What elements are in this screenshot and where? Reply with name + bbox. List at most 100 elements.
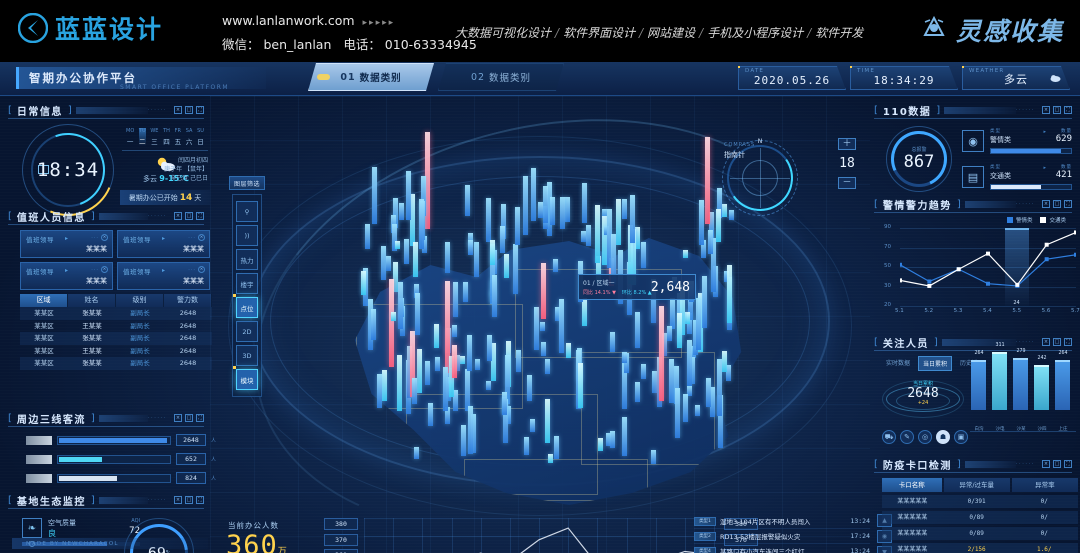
focus-bar[interactable]: 279 沙某 (1013, 348, 1028, 432)
checkpoint-table: 卡口名称 异常/过车量 异常率 某某某某某 0/391 0/某某某某某 0/89 0/某某某… (882, 478, 1078, 553)
close-icon[interactable]: × (101, 266, 108, 273)
table-row[interactable]: 某某区 张某某 副局长 2648 (20, 357, 212, 370)
panel-minimize-icon[interactable]: × (1042, 338, 1050, 346)
map-view[interactable]: 图层筛选 ⚲)) 热力 楼宇 点位 2D 3D 模块 COMPASS 指南针 N ＋ 18 … (210, 96, 870, 553)
map-marker-icon[interactable]: ⚲ (236, 201, 258, 222)
map-2d-icon[interactable]: 2D (236, 321, 258, 342)
focus-bar[interactable]: 311 沙电 (992, 342, 1007, 432)
focus-tab[interactable]: 当日累积 (918, 356, 953, 371)
map-column (622, 416, 628, 457)
leader-card[interactable]: 值班领导 ▸ ··· × 某某某 (20, 230, 113, 258)
panel-expand-icon[interactable]: ⛶ (1064, 106, 1072, 114)
panel-expand-icon[interactable]: ⛶ (196, 106, 204, 114)
map-building-icon[interactable]: 楼宇 (236, 273, 258, 294)
panel-restore-icon[interactable]: □ (185, 414, 193, 422)
y-tick: 370 (724, 533, 758, 546)
table-row[interactable]: 某某某某某 0/391 0/ (882, 495, 1078, 508)
panel-restore-icon[interactable]: □ (1053, 106, 1061, 114)
staff-col-0[interactable]: 区域 (20, 294, 68, 307)
close-icon[interactable]: × (198, 234, 205, 241)
table-row[interactable]: 某某区 张某某 副局长 2648 (20, 332, 212, 345)
map-column (540, 263, 546, 319)
map-column (704, 137, 710, 225)
panel-minimize-icon[interactable]: × (1042, 106, 1050, 114)
table-row[interactable]: 某某区 张某某 副局长 2648 (20, 307, 212, 320)
panel-restore-icon[interactable]: □ (1053, 338, 1061, 346)
map-column (708, 212, 714, 239)
checkpoint-col-1[interactable]: 异常/过车量 (943, 478, 1010, 492)
map-signal-icon[interactable]: )) (236, 225, 258, 246)
checkpoint-col-2[interactable]: 异常率 (1011, 478, 1078, 492)
panel-minimize-icon[interactable]: × (1042, 460, 1050, 468)
panel-expand-icon[interactable]: ⛶ (196, 212, 204, 220)
tab-data-category-1[interactable]: 01 数据类别 (308, 63, 434, 91)
alarm-item[interactable]: 类型1 湿地3-104片区有不明人员闯入 13:24 (694, 514, 870, 529)
panel-focus-title-text: 关注人员 (882, 338, 929, 350)
chevron-right-icon: ▸ (65, 235, 69, 242)
panel-expand-icon[interactable]: ⛶ (196, 496, 204, 504)
panel-expand-icon[interactable]: ⛶ (1064, 460, 1072, 468)
panel-minimize-icon[interactable]: × (174, 414, 182, 422)
alarm-item[interactable]: 类型4 某路口有小汽车连闯三个红灯 13:24 (694, 544, 870, 553)
panel-focus-people: [ 关注人员 ]······ × □ ⛶ 实时数据当日累积历史进入 当日累积 2… (874, 334, 1076, 454)
panel-trend-title-text: 警情警力趋势 (882, 200, 952, 212)
focus-bar[interactable]: 264 上庄 (1055, 350, 1070, 432)
map-column (711, 238, 717, 292)
alarm-message: RD13-53楼层报警疑似火灾 (720, 533, 801, 541)
leader-role: 值班领导 (123, 236, 151, 244)
zoom-out-icon[interactable]: － (838, 177, 856, 189)
table-row[interactable]: 某某某某某 0/89 0/ (882, 527, 1078, 540)
map-grid-icon[interactable]: 点位 (233, 294, 258, 318)
person-icon[interactable]: ☗ (936, 430, 950, 444)
panel-minimize-icon[interactable]: × (174, 496, 182, 504)
camera-icon[interactable]: ▣ (954, 430, 968, 444)
panel-restore-icon[interactable]: □ (185, 212, 193, 220)
pen-icon[interactable]: ✎ (900, 430, 914, 444)
map-module-icon[interactable]: 模块 (233, 366, 258, 390)
map-compass[interactable]: COMPASS 指南针 N (721, 138, 799, 217)
map-zoom-control[interactable]: ＋ 18 － (838, 138, 856, 193)
target-icon[interactable]: ◎ (918, 430, 932, 444)
leader-card[interactable]: 值班领导 ▸ ··· × 某某某 (117, 230, 210, 258)
leader-card[interactable]: 值班领导 ▸ ··· × 某某某 (20, 262, 113, 290)
map-heat-icon[interactable]: 热力 (236, 249, 258, 270)
credit-icon (29, 540, 35, 547)
focus-bar-label: 沙电 (995, 427, 1005, 432)
car-icon[interactable]: ⛟ (882, 430, 896, 444)
table-row[interactable]: 某某某某某 2/156 1.6/ (882, 543, 1078, 553)
staff-col-1[interactable]: 姓名 (68, 294, 116, 307)
map-3d-icon[interactable]: 3D (236, 345, 258, 366)
close-icon[interactable]: × (198, 266, 205, 273)
table-row[interactable]: 某某区 王某某 副局长 2648 (20, 320, 212, 333)
zoom-in-icon[interactable]: ＋ (838, 138, 856, 150)
panel-minimize-icon[interactable]: × (174, 212, 182, 220)
legend-item-0: 警情类 (1015, 218, 1033, 224)
panel-restore-icon[interactable]: □ (185, 106, 193, 114)
leader-card[interactable]: 值班领导 ▸ ··· × 某某某 (117, 262, 210, 290)
panel-expand-icon[interactable]: ⛶ (196, 414, 204, 422)
staff-col-2[interactable]: 级别 (116, 294, 164, 307)
panel-minimize-icon[interactable]: × (1042, 200, 1050, 208)
table-row[interactable]: 某某区 王某某 副局长 2648 (20, 345, 212, 358)
panel-restore-icon[interactable]: □ (1053, 200, 1061, 208)
alarm-item[interactable]: 类型2 RD13-53楼层报警疑似火灾 17:24 (694, 529, 870, 544)
close-icon[interactable]: × (101, 234, 108, 241)
focus-bar[interactable]: 242 沙四 (1034, 355, 1049, 432)
panel-minimize-icon[interactable]: × (174, 106, 182, 114)
map-column (700, 240, 706, 258)
focus-bar[interactable]: 264 白沟 (971, 350, 986, 432)
checkpoint-col-0[interactable]: 卡口名称 (882, 478, 942, 492)
panel-expand-icon[interactable]: ⛶ (1064, 338, 1072, 346)
table-row[interactable]: 某某某某某 0/89 0/ (882, 511, 1078, 524)
map-column (558, 298, 564, 354)
panel-restore-icon[interactable]: □ (1053, 460, 1061, 468)
focus-tab[interactable]: 实时数据 (886, 360, 911, 367)
map-column (443, 367, 449, 412)
tab-data-category-2[interactable]: 02 数据类别 (438, 63, 564, 91)
radar-value: 2648 (907, 386, 939, 401)
panel-trend-title: [ 警情警力趋势 ] ······ × □ ⛶ (874, 196, 1072, 213)
staff-col-3[interactable]: 警力数 (164, 294, 212, 307)
panel-restore-icon[interactable]: □ (185, 496, 193, 504)
panel-expand-icon[interactable]: ⛶ (1064, 200, 1072, 208)
